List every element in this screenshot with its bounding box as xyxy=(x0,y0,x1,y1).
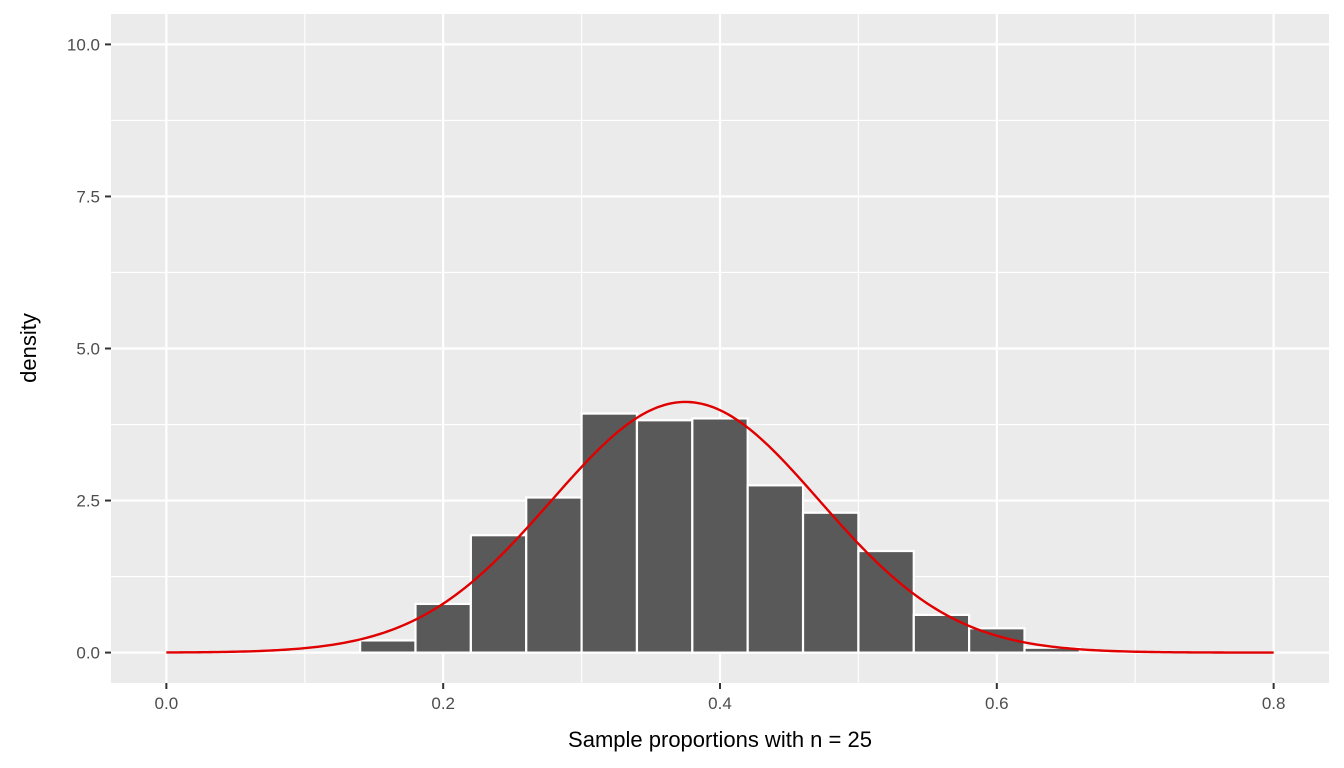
histogram-bar xyxy=(580,412,639,654)
histogram-bar xyxy=(857,549,915,654)
y-axis-title: density xyxy=(16,313,41,383)
histogram-bar xyxy=(414,602,472,654)
x-axis-title: Sample proportions with n = 25 xyxy=(568,727,872,752)
histogram-bar xyxy=(359,639,417,654)
y-tick-label: 0.0 xyxy=(76,644,100,663)
x-tick-label: 0.4 xyxy=(708,694,732,713)
histogram-bar xyxy=(469,534,528,654)
histogram-bar xyxy=(912,613,971,654)
x-tick-label: 0.0 xyxy=(155,694,179,713)
x-tick-label: 0.8 xyxy=(1262,694,1286,713)
histogram-bar xyxy=(746,484,805,654)
y-tick-label: 10.0 xyxy=(67,35,100,54)
y-tick-label: 2.5 xyxy=(76,492,100,511)
y-axis: 0.0 2.5 5.0 7.5 10.0 xyxy=(67,35,111,663)
histogram-bar xyxy=(801,511,860,654)
normal-density-curve xyxy=(166,400,1274,654)
histogram-bars xyxy=(359,412,1081,654)
x-axis: 0.0 0.2 0.4 0.6 0.8 xyxy=(155,683,1286,713)
x-tick-label: 0.6 xyxy=(985,694,1009,713)
x-tick-label: 0.2 xyxy=(431,694,455,713)
y-tick-label: 5.0 xyxy=(76,340,100,359)
histogram-bar xyxy=(635,419,694,654)
histogram-bar xyxy=(691,417,749,654)
y-tick-label: 7.5 xyxy=(76,187,100,206)
